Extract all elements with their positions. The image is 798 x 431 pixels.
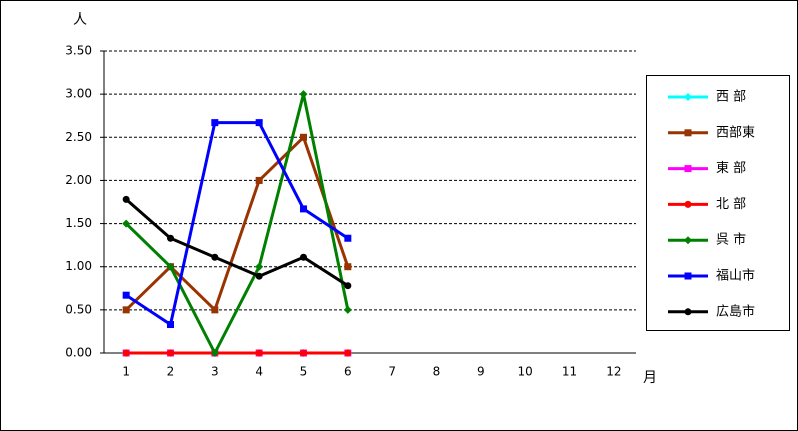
x-tick-label: 5	[300, 365, 308, 379]
legend-label: 西部東	[716, 124, 755, 140]
legend-marker	[684, 308, 692, 316]
y-axis-label: 人	[73, 12, 87, 28]
legend-label: 東 部	[716, 160, 746, 176]
x-tick-label: 11	[562, 365, 577, 379]
data-point	[166, 262, 175, 271]
y-tick-label: 1.50	[65, 216, 92, 230]
x-tick-label: 9	[477, 365, 485, 379]
data-point	[255, 119, 263, 127]
x-tick-label: 3	[211, 365, 219, 379]
y-tick-label: 2.00	[65, 173, 92, 187]
data-point	[167, 321, 174, 329]
series-line	[125, 121, 349, 327]
data-point	[299, 90, 308, 99]
data-point	[255, 262, 264, 271]
x-tick-label: 12	[606, 365, 621, 379]
data-point	[344, 234, 352, 242]
legend-marker	[684, 272, 692, 280]
y-tick-label: 0.50	[65, 302, 92, 316]
data-point	[122, 349, 130, 357]
legend-label: 福山市	[716, 268, 755, 284]
data-point	[344, 282, 352, 290]
y-tick-label: 1.00	[65, 259, 92, 273]
x-tick-label: 2	[167, 365, 175, 379]
y-tick-label: 3.00	[65, 87, 92, 101]
data-point	[255, 272, 263, 280]
data-point	[122, 291, 130, 299]
data-point	[122, 195, 130, 203]
data-point	[167, 349, 174, 357]
data-point	[300, 205, 307, 213]
data-point	[300, 349, 307, 357]
legend-label: 北 部	[716, 197, 746, 212]
data-point	[300, 253, 307, 261]
legend-marker	[684, 93, 692, 101]
legend-marker	[684, 200, 692, 208]
legend-label: 呉 市	[716, 232, 746, 248]
series-line	[125, 92, 350, 355]
data-point	[167, 234, 174, 242]
legend-marker	[684, 129, 692, 137]
legend-marker	[684, 165, 692, 173]
series-line	[125, 198, 349, 287]
data-point	[211, 119, 219, 127]
data-point	[211, 253, 219, 261]
data-point	[122, 219, 131, 228]
data-point	[300, 133, 307, 141]
x-tick-label: 1	[122, 365, 130, 379]
y-tick-label: 0.00	[65, 346, 92, 360]
y-tick-label: 2.50	[65, 130, 92, 144]
x-tick-label: 8	[433, 365, 441, 379]
data-point	[344, 263, 352, 271]
data-point	[211, 306, 219, 314]
data-point	[122, 306, 130, 314]
x-tick-label: 6	[344, 365, 352, 379]
legend-label: 西 部	[716, 90, 746, 105]
data-point	[255, 176, 263, 184]
data-point	[255, 349, 263, 357]
legend-marker	[684, 236, 692, 245]
x-tick-label: 10	[518, 365, 533, 379]
x-tick-label: 4	[255, 365, 263, 379]
x-tick-label: 7	[388, 365, 396, 379]
series-line	[125, 135, 350, 312]
data-point	[344, 349, 352, 357]
legend-label: 広島市	[716, 303, 755, 319]
y-tick-label: 3.50	[65, 44, 92, 58]
data-point	[343, 305, 352, 314]
data-point	[210, 349, 219, 357]
x-axis-label: 月	[643, 370, 657, 386]
